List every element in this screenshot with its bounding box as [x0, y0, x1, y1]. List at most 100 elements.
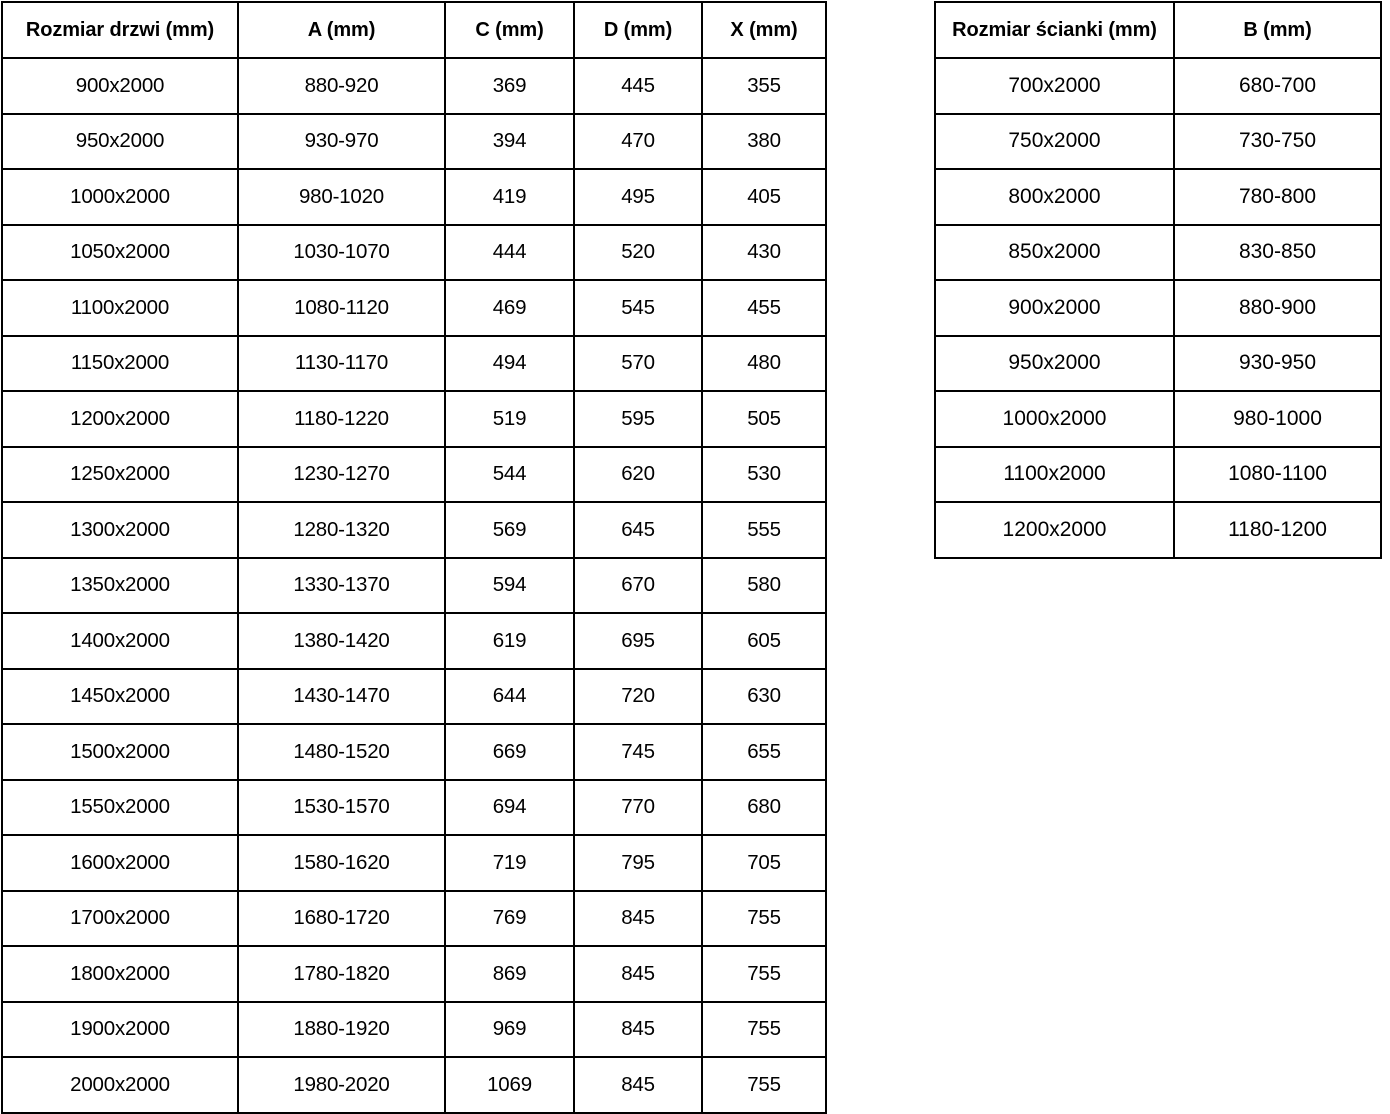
table-row: 1150x2000 1130-1170 494 570 480	[1, 334, 827, 392]
cell-a: 1680-1720	[237, 889, 446, 947]
cell-x: 555	[701, 501, 827, 559]
table-row: 1700x2000 1680-1720 769 845 755	[1, 889, 827, 947]
cell-c: 594	[444, 556, 575, 614]
cell-x: 755	[701, 1056, 827, 1114]
table-row: 1400x2000 1380-1420 619 695 605	[1, 612, 827, 670]
cell-a: 1980-2020	[237, 1056, 446, 1114]
cell-x: 480	[701, 334, 827, 392]
table-row: 1350x2000 1330-1370 594 670 580	[1, 556, 827, 614]
cell-door-size: 1000x2000	[1, 168, 239, 226]
table-row: 800x2000 780-800	[934, 168, 1382, 226]
table-row: 850x2000 830-850	[934, 223, 1382, 281]
cell-d: 845	[573, 1000, 703, 1058]
cell-b: 780-800	[1173, 168, 1382, 226]
table-row: 1900x2000 1880-1920 969 845 755	[1, 1000, 827, 1058]
cell-c: 694	[444, 778, 575, 836]
table-row: 1550x2000 1530-1570 694 770 680	[1, 778, 827, 836]
cell-x: 430	[701, 223, 827, 281]
cell-c: 544	[444, 445, 575, 503]
cell-x: 630	[701, 667, 827, 725]
table-row: 1250x2000 1230-1270 544 620 530	[1, 445, 827, 503]
cell-x: 505	[701, 390, 827, 448]
column-header-b: B (mm)	[1173, 1, 1382, 59]
cell-c: 494	[444, 334, 575, 392]
cell-a: 1130-1170	[237, 334, 446, 392]
cell-a: 1430-1470	[237, 667, 446, 725]
table-row: 1100x2000 1080-1120 469 545 455	[1, 279, 827, 337]
cell-b: 980-1000	[1173, 390, 1382, 448]
cell-a: 1380-1420	[237, 612, 446, 670]
table-row: 750x2000 730-750	[934, 112, 1382, 170]
cell-x: 655	[701, 723, 827, 781]
cell-c: 569	[444, 501, 575, 559]
cell-d: 770	[573, 778, 703, 836]
cell-b: 830-850	[1173, 223, 1382, 281]
door-dimensions-table: Rozmiar drzwi (mm) A (mm) C (mm) D (mm) …	[1, 1, 827, 1114]
cell-door-size: 1050x2000	[1, 223, 239, 281]
table-row: 1600x2000 1580-1620 719 795 705	[1, 834, 827, 892]
cell-x: 755	[701, 945, 827, 1003]
cell-d: 795	[573, 834, 703, 892]
cell-wall-size: 1200x2000	[934, 501, 1175, 559]
table-row: 1000x2000 980-1000	[934, 390, 1382, 448]
cell-a: 930-970	[237, 112, 446, 170]
cell-wall-size: 850x2000	[934, 223, 1175, 281]
cell-wall-size: 1100x2000	[934, 445, 1175, 503]
cell-door-size: 1550x2000	[1, 778, 239, 836]
cell-c: 469	[444, 279, 575, 337]
cell-door-size: 1800x2000	[1, 945, 239, 1003]
cell-b: 680-700	[1173, 57, 1382, 115]
cell-door-size: 1600x2000	[1, 834, 239, 892]
cell-a: 1880-1920	[237, 1000, 446, 1058]
column-header-door-size: Rozmiar drzwi (mm)	[1, 1, 239, 59]
cell-d: 845	[573, 945, 703, 1003]
cell-c: 769	[444, 889, 575, 947]
cell-c: 719	[444, 834, 575, 892]
cell-d: 470	[573, 112, 703, 170]
cell-door-size: 1200x2000	[1, 390, 239, 448]
cell-d: 695	[573, 612, 703, 670]
cell-a: 1330-1370	[237, 556, 446, 614]
cell-door-size: 1500x2000	[1, 723, 239, 781]
table-row: 950x2000 930-970 394 470 380	[1, 112, 827, 170]
cell-c: 394	[444, 112, 575, 170]
cell-door-size: 1150x2000	[1, 334, 239, 392]
cell-d: 595	[573, 390, 703, 448]
cell-door-size: 1900x2000	[1, 1000, 239, 1058]
cell-a: 1180-1220	[237, 390, 446, 448]
cell-door-size: 900x2000	[1, 57, 239, 115]
cell-x: 605	[701, 612, 827, 670]
cell-x: 755	[701, 1000, 827, 1058]
cell-door-size: 1100x2000	[1, 279, 239, 337]
cell-c: 869	[444, 945, 575, 1003]
cell-x: 580	[701, 556, 827, 614]
cell-d: 845	[573, 889, 703, 947]
column-header-x: X (mm)	[701, 1, 827, 59]
cell-door-size: 1250x2000	[1, 445, 239, 503]
cell-c: 369	[444, 57, 575, 115]
column-header-c: C (mm)	[444, 1, 575, 59]
door-table-body: 900x2000 880-920 369 445 355 950x2000 930-970 3…	[1, 57, 827, 1114]
cell-d: 570	[573, 334, 703, 392]
table-row: 1300x2000 1280-1320 569 645 555	[1, 501, 827, 559]
table-row: 2000x2000 1980-2020 1069 845 755	[1, 1056, 827, 1114]
table-row: 1450x2000 1430-1470 644 720 630	[1, 667, 827, 725]
table-row: 900x2000 880-920 369 445 355	[1, 57, 827, 115]
cell-a: 1580-1620	[237, 834, 446, 892]
cell-d: 520	[573, 223, 703, 281]
cell-d: 545	[573, 279, 703, 337]
cell-b: 1080-1100	[1173, 445, 1382, 503]
table-row: 900x2000 880-900	[934, 279, 1382, 337]
cell-c: 644	[444, 667, 575, 725]
cell-d: 670	[573, 556, 703, 614]
column-header-a: A (mm)	[237, 1, 446, 59]
cell-c: 519	[444, 390, 575, 448]
cell-door-size: 1700x2000	[1, 889, 239, 947]
cell-wall-size: 800x2000	[934, 168, 1175, 226]
cell-a: 880-920	[237, 57, 446, 115]
cell-d: 445	[573, 57, 703, 115]
column-header-d: D (mm)	[573, 1, 703, 59]
cell-c: 969	[444, 1000, 575, 1058]
cell-d: 645	[573, 501, 703, 559]
